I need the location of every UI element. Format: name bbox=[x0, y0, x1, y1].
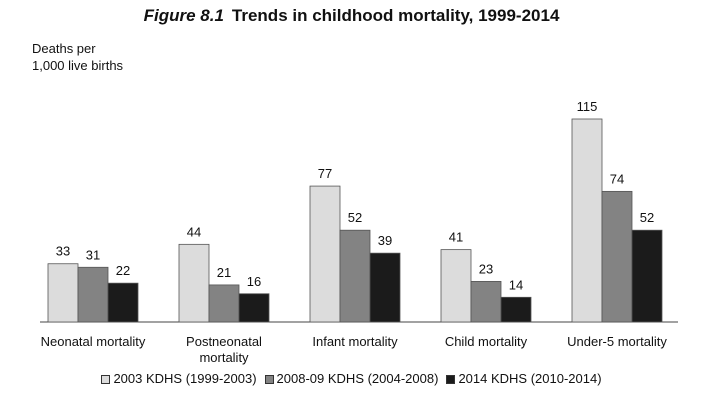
bar-group-1: 44 21 16 bbox=[178, 224, 270, 323]
bar bbox=[571, 118, 603, 323]
legend-label: 2008-09 KDHS (2004-2008) bbox=[276, 371, 439, 386]
bar bbox=[77, 266, 109, 323]
bar-group-2: 77 52 39 bbox=[309, 166, 401, 323]
data-label: 23 bbox=[479, 261, 493, 276]
category-label: Postneonatal bbox=[186, 334, 262, 349]
bar bbox=[339, 229, 371, 323]
data-label: 41 bbox=[449, 230, 463, 245]
data-label: 14 bbox=[509, 277, 523, 292]
bar bbox=[47, 263, 79, 323]
legend-swatch bbox=[446, 375, 456, 384]
y-axis-label: Deaths per 1,000 live births bbox=[32, 40, 123, 74]
data-label: 77 bbox=[318, 166, 332, 181]
legend-item: 2003 KDHS (1999-2003) bbox=[101, 371, 257, 386]
bar-group-3: 41 23 14 bbox=[440, 230, 532, 323]
bar-group-4: 115 74 52 bbox=[571, 99, 663, 323]
bar-group-0: 33 31 22 bbox=[47, 244, 139, 323]
bar bbox=[440, 249, 472, 323]
bar bbox=[107, 282, 139, 323]
bar bbox=[369, 252, 401, 323]
data-label: 52 bbox=[640, 210, 654, 225]
legend: 2003 KDHS (1999-2003) 2008-09 KDHS (2004-… bbox=[0, 371, 703, 386]
category-label: mortality bbox=[199, 350, 249, 365]
legend-label: 2014 KDHS (2010-2014) bbox=[458, 371, 602, 386]
data-label: 44 bbox=[187, 224, 201, 239]
legend-label: 2003 KDHS (1999-2003) bbox=[113, 371, 257, 386]
bar bbox=[178, 243, 210, 323]
y-axis-label-line-1: Deaths per bbox=[32, 41, 96, 56]
legend-item: 2014 KDHS (2010-2014) bbox=[446, 371, 602, 386]
bar bbox=[470, 280, 502, 323]
legend-swatch bbox=[264, 375, 274, 384]
bar bbox=[238, 293, 270, 323]
figure-title: Trends in childhood mortality, 1999-2014 bbox=[231, 6, 560, 25]
data-label: 74 bbox=[610, 171, 624, 186]
category-label: Neonatal mortality bbox=[41, 334, 146, 349]
category-label: Infant mortality bbox=[312, 334, 398, 349]
legend-swatch bbox=[101, 375, 111, 384]
bar bbox=[500, 296, 532, 323]
data-label: 16 bbox=[247, 274, 261, 289]
bar bbox=[601, 190, 633, 323]
bar-chart: 33 31 22 Neonatal mortality 44 21 16 Postneonat… bbox=[40, 99, 678, 365]
data-label: 115 bbox=[577, 99, 598, 114]
data-label: 52 bbox=[348, 210, 362, 225]
data-label: 33 bbox=[56, 244, 70, 259]
chart-title: Figure 8.1 Trends in childhood mortality,… bbox=[0, 6, 703, 26]
category-label: Child mortality bbox=[445, 334, 528, 349]
data-label: 31 bbox=[86, 247, 100, 262]
data-label: 22 bbox=[116, 263, 130, 278]
bar bbox=[309, 185, 341, 323]
bar bbox=[631, 229, 663, 323]
bar bbox=[208, 284, 240, 323]
figure-label: Figure 8.1 bbox=[143, 6, 224, 25]
data-label: 21 bbox=[217, 265, 231, 280]
category-label: Under-5 mortality bbox=[567, 334, 667, 349]
legend-item: 2008-09 KDHS (2004-2008) bbox=[264, 371, 439, 386]
y-axis-label-line-2: 1,000 live births bbox=[32, 58, 124, 73]
data-label: 39 bbox=[378, 233, 392, 248]
